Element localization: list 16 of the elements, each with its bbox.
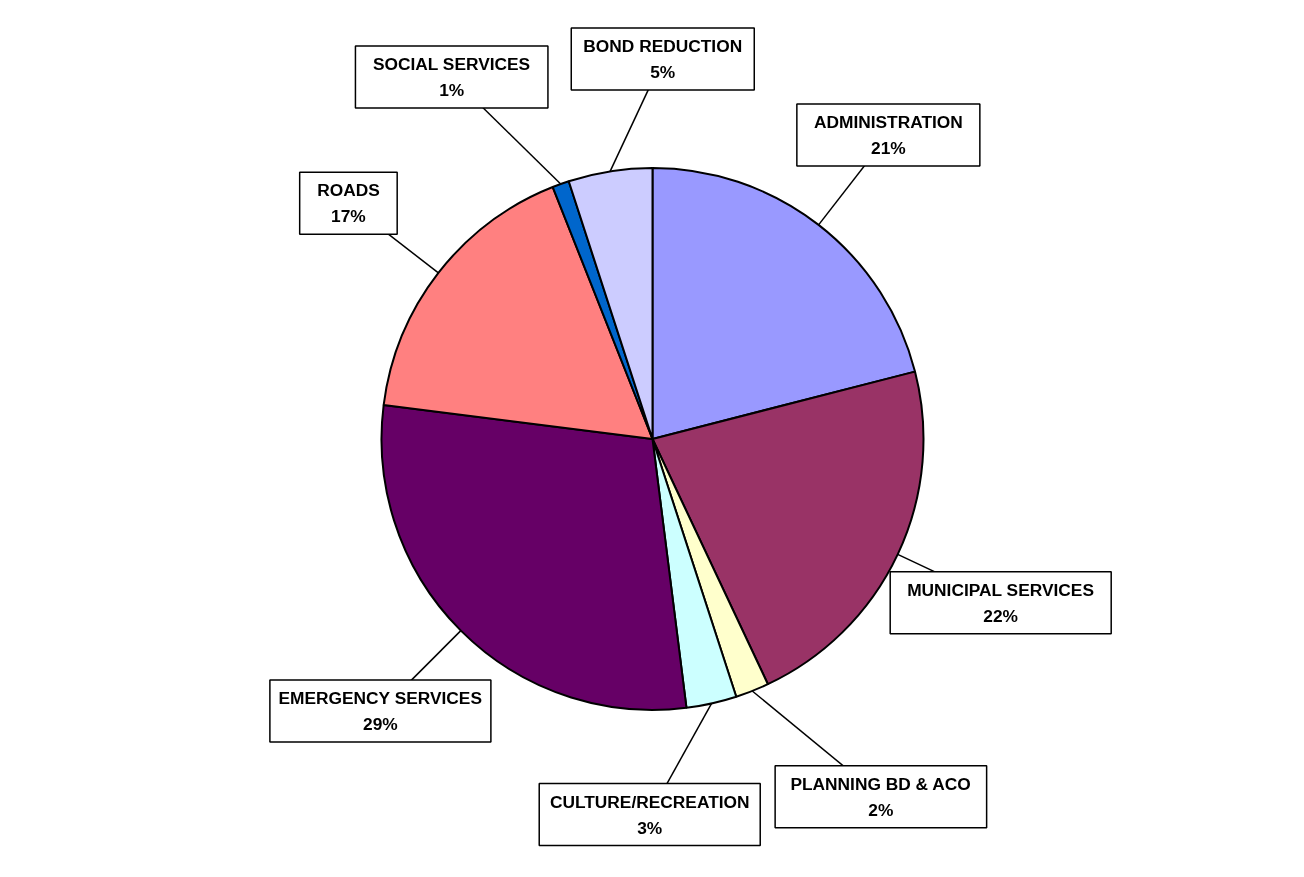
data-label: 3% — [637, 817, 663, 838]
data-label: 29% — [363, 714, 398, 735]
slice-label: MUNICIPAL SERVICES — [907, 579, 1094, 600]
slice-label: SOCIAL SERVICES — [372, 53, 531, 74]
data-label: 2% — [868, 799, 894, 820]
data-label: 21% — [871, 137, 906, 158]
slice-label: EMERGENCY SERVICES — [278, 688, 482, 709]
slice-label: PLANNING BD & ACO — [790, 773, 971, 794]
slice-label: ROADS — [317, 180, 380, 201]
data-label: 22% — [983, 605, 1019, 626]
slice-label: BOND REDUCTION — [583, 35, 743, 56]
data-label: 1% — [439, 79, 465, 100]
slice-label: CULTURE/RECREATION — [549, 791, 750, 812]
data-label: 5% — [650, 61, 676, 82]
slice-label: ADMINISTRATION — [813, 111, 963, 132]
data-label: 17% — [331, 206, 366, 227]
